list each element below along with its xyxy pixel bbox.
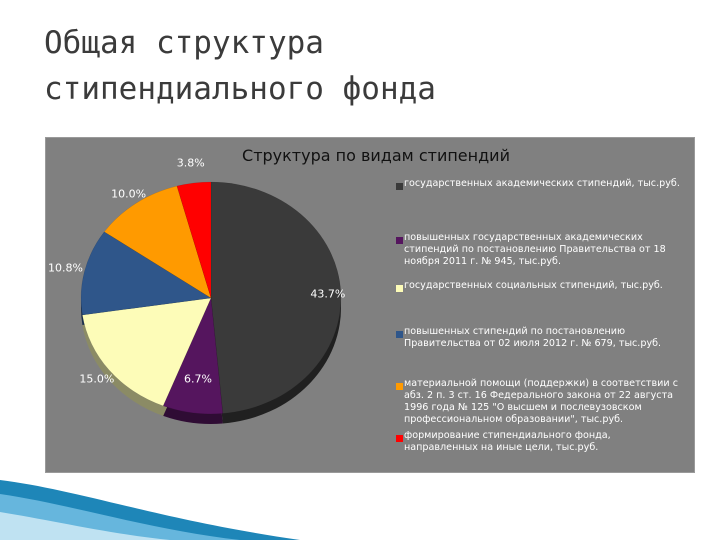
legend-label: повышенных государственных академических…: [404, 232, 666, 267]
legend-label: государственных социальных стипендий, ты…: [404, 280, 663, 291]
legend-swatch: [396, 435, 403, 442]
data-label-5: 3.8%: [177, 156, 205, 169]
pie-chart: 43.7% 6.7% 15.0% 10.8% 10.0% 3.8%: [48, 156, 345, 424]
data-label-1: 6.7%: [184, 372, 212, 385]
legend-label: государственных академических стипендий,…: [404, 178, 680, 189]
pie-slice-3: [80, 231, 212, 316]
legend-label: повышенных стипендий по постановлению Пр…: [404, 326, 662, 349]
legend-swatch: [396, 383, 403, 390]
legend-swatch: [396, 237, 403, 244]
data-label-3: 10.8%: [48, 262, 83, 275]
pie-slice-4: [103, 185, 212, 299]
data-label-4: 10.0%: [111, 188, 146, 201]
legend-swatch: [396, 183, 403, 190]
pie-slice-1: [162, 297, 224, 415]
pie-slice-5: [176, 181, 212, 299]
legend-label: формирование стипендиального фонда, напр…: [404, 430, 611, 453]
legend-swatch: [396, 285, 403, 292]
slide-title: Общая структура стипендиального фонда: [44, 25, 436, 107]
legend-swatch: [396, 331, 403, 338]
pie-slice-2: [82, 297, 212, 407]
data-label-2: 15.0%: [79, 373, 114, 386]
data-label-0: 43.7%: [310, 287, 345, 300]
pie-slice-0: [210, 181, 342, 414]
chart-panel: Структура по видам стипендий 43.7% 6.7% 15…: [46, 138, 694, 472]
legend-label: материальной помощи (поддержки) в соотве…: [404, 378, 678, 425]
decorative-swoosh: [0, 480, 300, 540]
chart-title: Структура по видам стипендий: [242, 146, 510, 165]
